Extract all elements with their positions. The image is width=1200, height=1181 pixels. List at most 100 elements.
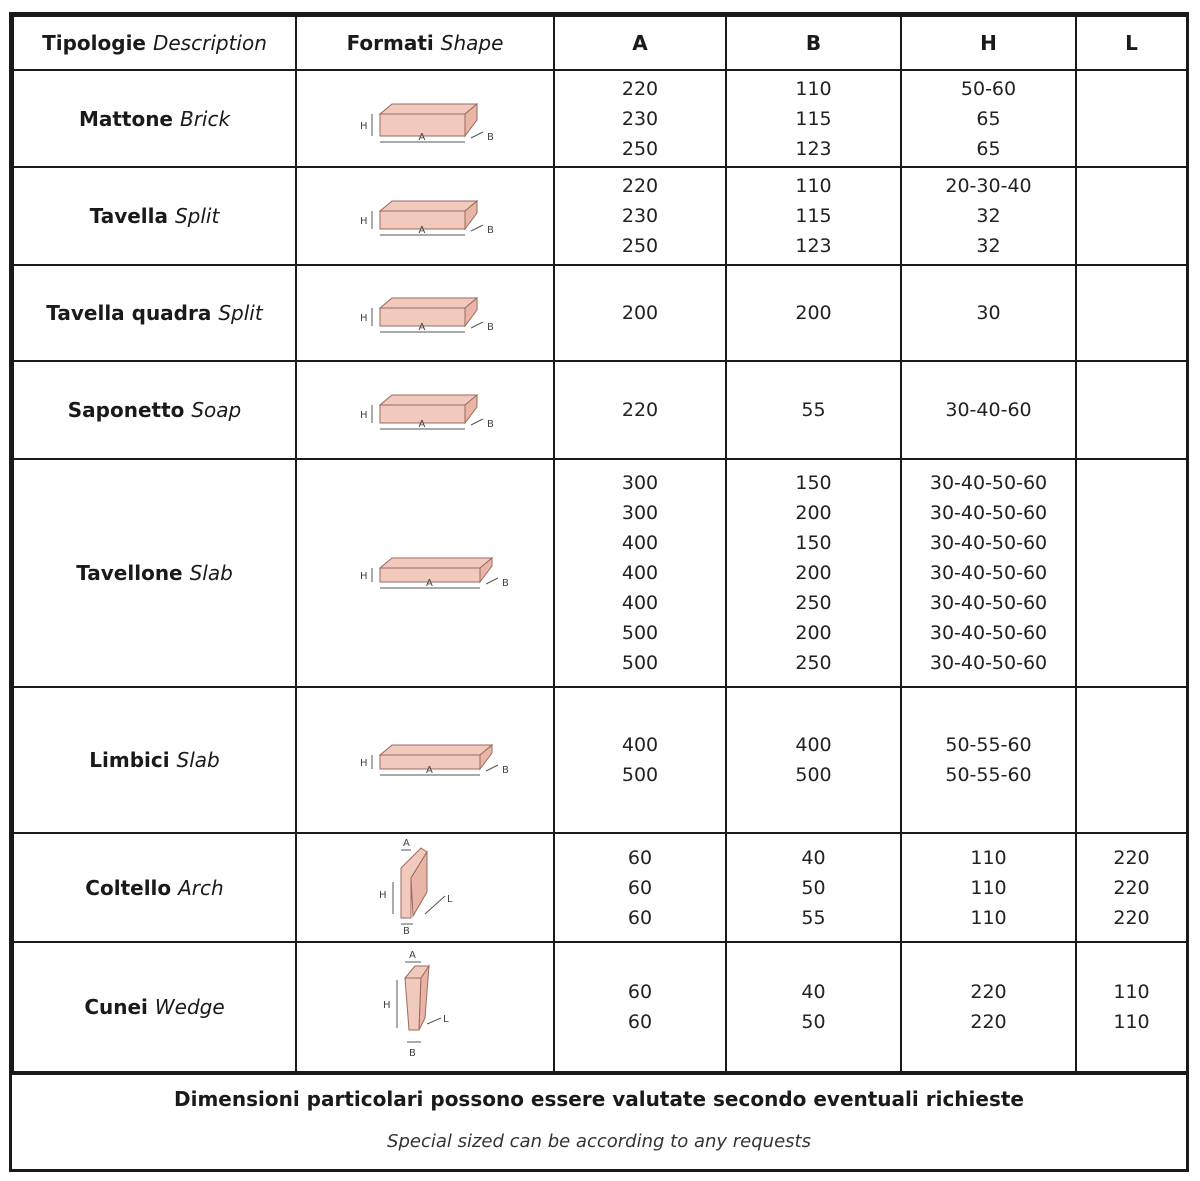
a-cell: 300 300 400 400 400 500 500: [553, 458, 727, 688]
a-cell: 220 230 250: [553, 166, 727, 266]
b-value: 55: [801, 906, 826, 929]
shape-cell: H A B: [295, 360, 555, 460]
table-row: Cunei Wedge A H B L 60 60 40 50 220 220 110 110: [12, 941, 1188, 1073]
l-value: 220: [1113, 876, 1150, 899]
shape-cell: H A B: [295, 686, 555, 834]
h-value: 30-40-60: [945, 399, 1032, 421]
h-cell: 30-40-60: [900, 360, 1077, 460]
svg-text:H: H: [360, 571, 368, 582]
b-value: 115: [795, 107, 832, 130]
b-value: 200: [795, 562, 832, 584]
b-value: 400: [795, 734, 832, 756]
table-row: Mattone Brick H A B 220 230 250 110 115 123 50…: [12, 69, 1188, 168]
h-value: 50-55-60: [945, 734, 1032, 756]
a-value: 230: [621, 205, 659, 227]
a-cell: 200: [553, 264, 727, 362]
b-value: 200: [795, 502, 832, 524]
a-value: 60: [627, 1011, 653, 1033]
h-cell: 50-60 65 65: [900, 69, 1077, 168]
b-value: 123: [795, 235, 832, 257]
l-cell: [1075, 458, 1188, 688]
b-cell: 40 50 55: [725, 832, 902, 943]
svg-text:L: L: [447, 894, 453, 905]
shape-cell: H A B: [295, 166, 555, 266]
type-name-cell: Saponetto Soap: [12, 360, 297, 460]
h-value: 30-40-50-60: [929, 592, 1048, 614]
header-shape: Formati Shape: [295, 15, 555, 71]
l-cell: [1075, 686, 1188, 834]
h-value: 110: [970, 876, 1007, 899]
b-cell: 110 115 123: [725, 69, 902, 168]
a-value: 220: [621, 77, 659, 100]
l-value: 110: [1113, 981, 1150, 1003]
svg-text:B: B: [487, 419, 494, 430]
header-h: H: [900, 15, 1077, 71]
h-cell: 20-30-40 32 32: [900, 166, 1077, 266]
h-value: 32: [976, 235, 1001, 257]
svg-text:A: A: [403, 838, 410, 849]
b-cell: 55: [725, 360, 902, 460]
shape-cell: A H B L: [295, 941, 555, 1073]
header-description: Tipologie Description: [12, 15, 297, 71]
h-value: 32: [976, 205, 1001, 227]
h-value: 30-40-50-60: [929, 562, 1048, 584]
header-l: L: [1075, 15, 1188, 71]
a-value: 300: [621, 472, 659, 494]
b-cell: 200: [725, 264, 902, 362]
a-value: 60: [627, 906, 653, 929]
footer-note: Dimensioni particolari possono essere va…: [12, 1071, 1186, 1169]
l-value: 220: [1113, 846, 1150, 869]
a-value: 300: [621, 502, 659, 524]
h-value: 30-40-50-60: [929, 622, 1048, 644]
svg-text:H: H: [360, 121, 368, 132]
a-value: 230: [621, 107, 659, 130]
a-cell: 220: [553, 360, 727, 460]
h-value: 30-40-50-60: [929, 652, 1048, 674]
l-cell: 110 110: [1075, 941, 1188, 1073]
a-cell: 60 60: [553, 941, 727, 1073]
svg-text:H: H: [383, 1000, 391, 1011]
table-row: Tavellone Slab H A B 300 300 400 400 400 500 5…: [12, 458, 1188, 688]
type-name-cell: Tavella quadra Split: [12, 264, 297, 362]
brick-diagram-icon: H A B: [360, 102, 494, 143]
brick-diagram-icon: H A B: [360, 393, 494, 430]
l-value: 110: [1113, 1011, 1150, 1033]
h-cell: 30-40-50-60 30-40-50-60 30-40-50-60 30-40-5…: [900, 458, 1077, 688]
a-value: 250: [621, 235, 659, 257]
type-name-cell: Limbici Slab: [12, 686, 297, 834]
svg-text:A: A: [426, 578, 433, 589]
h-cell: 30: [900, 264, 1077, 362]
b-cell: 110 115 123: [725, 166, 902, 266]
a-value: 60: [627, 846, 653, 869]
h-value: 30: [976, 302, 1001, 324]
a-value: 500: [621, 652, 659, 674]
dimensions-table: Tipologie Description Formati Shape A B …: [12, 15, 1188, 1073]
b-cell: 400 500: [725, 686, 902, 834]
h-value: 110: [970, 846, 1007, 869]
a-cell: 400 500: [553, 686, 727, 834]
svg-text:B: B: [409, 1048, 416, 1059]
a-value: 400: [621, 562, 659, 584]
a-value: 220: [621, 399, 659, 421]
b-value: 123: [795, 137, 832, 160]
h-cell: 50-55-60 50-55-60: [900, 686, 1077, 834]
l-cell: [1075, 264, 1188, 362]
type-name-cell: Tavella Split: [12, 166, 297, 266]
wedge-diagram-icon: A H B L: [383, 950, 449, 1059]
table-row: Coltello Arch A H B L 60 60 60 40 50 55 110 110…: [12, 832, 1188, 943]
b-value: 50: [801, 876, 826, 899]
l-cell: [1075, 69, 1188, 168]
h-value: 220: [970, 981, 1007, 1003]
header-a: A: [553, 15, 727, 71]
svg-text:B: B: [487, 322, 494, 333]
a-cell: 60 60 60: [553, 832, 727, 943]
h-cell: 220 220: [900, 941, 1077, 1073]
arch-diagram-icon: A H B L: [379, 838, 453, 937]
l-cell: 220 220 220: [1075, 832, 1188, 943]
shape-cell: H A B: [295, 458, 555, 688]
type-name-cell: Tavellone Slab: [12, 458, 297, 688]
l-value: 220: [1113, 906, 1150, 929]
table-row: Limbici Slab H A B 400 500 400 500 50-55-60 5…: [12, 686, 1188, 834]
header-b: B: [725, 15, 902, 71]
b-value: 115: [795, 205, 832, 227]
